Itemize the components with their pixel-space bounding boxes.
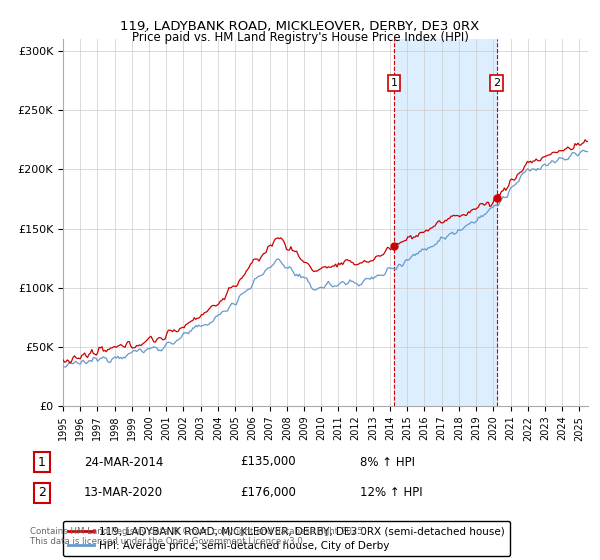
Text: 12% ↑ HPI: 12% ↑ HPI <box>360 486 422 500</box>
Text: 1: 1 <box>391 78 398 88</box>
Text: 2: 2 <box>38 486 46 500</box>
Legend: 119, LADYBANK ROAD, MICKLEOVER, DERBY, DE3 0RX (semi-detached house), HPI: Avera: 119, LADYBANK ROAD, MICKLEOVER, DERBY, D… <box>63 521 511 556</box>
Text: 1: 1 <box>38 455 46 469</box>
Text: Price paid vs. HM Land Registry's House Price Index (HPI): Price paid vs. HM Land Registry's House … <box>131 31 469 44</box>
Text: £135,000: £135,000 <box>240 455 296 469</box>
Text: 8% ↑ HPI: 8% ↑ HPI <box>360 455 415 469</box>
Bar <box>394 39 497 406</box>
Text: 119, LADYBANK ROAD, MICKLEOVER, DERBY, DE3 0RX: 119, LADYBANK ROAD, MICKLEOVER, DERBY, D… <box>121 20 479 32</box>
Text: 2: 2 <box>493 78 500 88</box>
Text: Contains HM Land Registry data © Crown copyright and database right 2025.
This d: Contains HM Land Registry data © Crown c… <box>30 526 365 546</box>
Text: 24-MAR-2014: 24-MAR-2014 <box>84 455 163 469</box>
Text: 13-MAR-2020: 13-MAR-2020 <box>84 486 163 500</box>
Text: £176,000: £176,000 <box>240 486 296 500</box>
